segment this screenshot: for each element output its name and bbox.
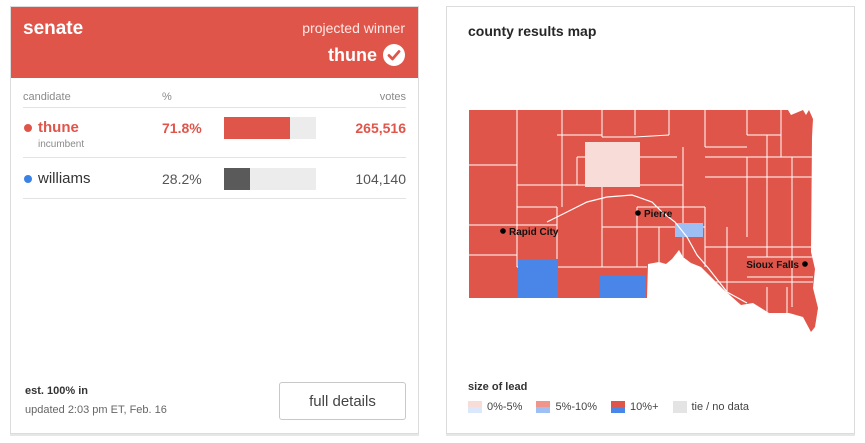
- legend-item-mid: 5%-10%: [536, 401, 597, 413]
- river-divide: [546, 194, 748, 304]
- legend-item-none: tie / no data: [672, 401, 750, 413]
- vote-share-bar: [224, 168, 316, 190]
- city-label-pierre: Pierre: [644, 209, 673, 220]
- header-candidate: candidate: [23, 91, 71, 103]
- party-dot-republican: [24, 124, 32, 132]
- legend-label: tie / no data: [691, 401, 750, 413]
- legend-swatch-high: [611, 401, 626, 413]
- swatch-r-mid: [536, 401, 551, 407]
- projected-winner-label: projected winner: [302, 20, 405, 36]
- candidate-percent: 28.2%: [162, 171, 202, 187]
- legend-item-low: 0%-5%: [468, 401, 522, 413]
- senate-results-card: senate projected winner thune candidate …: [10, 6, 419, 434]
- incumbent-label: incumbent: [38, 139, 85, 150]
- state-outline: [469, 110, 818, 332]
- results-column-headers: candidate % votes: [23, 91, 406, 105]
- county-democrat-mid-margin: [675, 223, 703, 237]
- swatch-r-low: [468, 401, 482, 407]
- full-details-button[interactable]: full details: [279, 382, 406, 420]
- swatch-r-high: [611, 401, 626, 407]
- swatch-d-high: [611, 407, 626, 413]
- legend-swatch-none: [672, 401, 687, 413]
- race-header: senate projected winner thune: [11, 7, 418, 78]
- county-results-map[interactable]: Rapid City Pierre Sioux Falls: [447, 7, 854, 367]
- header-percent: %: [162, 91, 172, 103]
- header-votes: votes: [379, 91, 406, 103]
- map-title: county results map: [468, 23, 597, 39]
- city-label-rapid-city: Rapid City: [509, 227, 559, 238]
- candidate-name: williams: [38, 170, 91, 187]
- vote-share-fill: [224, 168, 250, 190]
- legend-label: 5%-10%: [555, 401, 598, 413]
- vote-share-fill: [224, 117, 291, 139]
- legend-swatch-low: [468, 401, 482, 413]
- city-label-sioux-falls: Sioux Falls: [746, 260, 799, 271]
- vote-share-bar: [224, 117, 316, 139]
- city-dot-pierre: [635, 210, 641, 216]
- party-dot-democrat: [24, 175, 32, 183]
- race-title: senate: [23, 18, 84, 39]
- county-republican-low-margin: [585, 142, 640, 187]
- county-map-card: county results map Rapid City Pierre: [446, 6, 855, 434]
- projected-winner: thune: [328, 44, 405, 66]
- winner-name: thune: [328, 44, 377, 65]
- county-democrat-high-margin-2: [600, 275, 646, 299]
- city-dot-rapid-city: [500, 228, 506, 234]
- reporting-estimate: est. 100% in: [25, 385, 88, 397]
- candidate-votes: 104,140: [355, 171, 406, 187]
- swatch-d-low: [468, 407, 482, 413]
- swatch-d-mid: [536, 407, 551, 413]
- county-base: [469, 110, 818, 332]
- candidate-name: thune: [38, 119, 79, 136]
- candidate-row-williams: williams 28.2% 104,140: [23, 157, 406, 199]
- candidate-votes: 265,516: [355, 120, 406, 136]
- county-democrat-high-margin-1: [518, 259, 558, 299]
- legend-label: 0%-5%: [487, 401, 523, 413]
- legend-swatch-mid: [536, 401, 551, 413]
- legend-item-high: 10%+: [611, 401, 659, 413]
- map-legend: 0%-5% 5%-10% 10%+ tie / no data: [468, 401, 763, 413]
- updated-timestamp: updated 2:03 pm ET, Feb. 16: [25, 404, 167, 416]
- city-dot-sioux-falls: [802, 261, 808, 267]
- candidate-percent: 71.8%: [162, 120, 202, 136]
- legend-label: 10%+: [630, 401, 659, 413]
- candidate-row-thune: thune incumbent 71.8% 265,516: [23, 107, 406, 157]
- legend-title: size of lead: [468, 381, 528, 393]
- checkmark-icon: [383, 44, 405, 66]
